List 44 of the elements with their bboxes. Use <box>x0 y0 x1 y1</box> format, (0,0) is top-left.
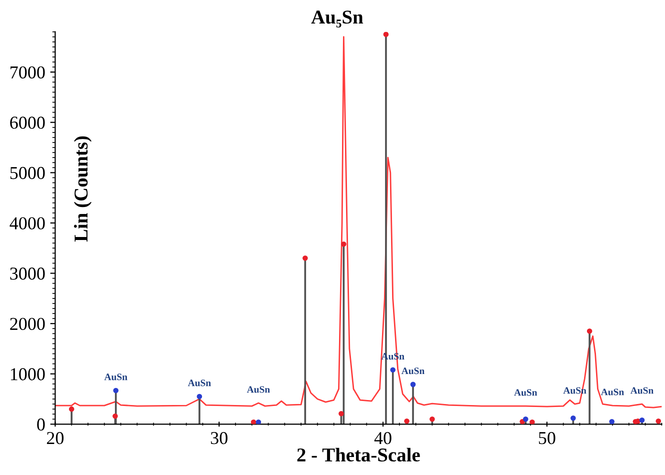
point <box>530 420 535 424</box>
point <box>430 416 435 422</box>
point <box>302 256 308 261</box>
chart-title: Au₅Sn <box>311 10 364 28</box>
point <box>520 419 526 424</box>
point <box>609 419 615 424</box>
point <box>586 328 592 334</box>
y-tick-label: 4000 <box>10 217 45 230</box>
x-tick-label: 50 <box>538 432 556 444</box>
point <box>404 418 410 424</box>
annotation: AuSn <box>630 387 654 394</box>
point <box>656 418 662 424</box>
point <box>68 406 74 412</box>
point <box>196 394 202 400</box>
point <box>570 415 576 421</box>
annotation: AuSn <box>246 386 270 393</box>
point <box>639 417 645 423</box>
annotation: AuSn <box>104 374 128 380</box>
x-axis-title: 2 - Theta-Scale <box>297 448 420 462</box>
annotation: AuSn <box>188 380 211 386</box>
point <box>390 367 396 373</box>
y-tick-label: 7000 <box>10 66 45 79</box>
x-tick-label: 30 <box>210 432 228 444</box>
y-tick-label: 1000 <box>10 368 45 380</box>
point <box>341 241 346 247</box>
annotation: AuSn <box>514 389 538 396</box>
y-tick-label: 0 <box>37 418 45 431</box>
point <box>338 410 344 416</box>
point <box>250 420 256 424</box>
x-tick-label: 40 <box>374 432 392 444</box>
point <box>256 420 262 424</box>
point <box>112 413 118 419</box>
y-tick-label: 6000 <box>10 116 45 129</box>
y-axis-title: Lin (Counts) <box>74 136 92 242</box>
y-tick-label: 5000 <box>10 166 45 180</box>
point <box>383 32 389 37</box>
y-tick-label: 3000 <box>10 268 45 280</box>
y-tick-label: 2000 <box>10 318 45 330</box>
point <box>522 416 528 422</box>
x-tick-label: 20 <box>46 432 64 444</box>
annotation: AuSn <box>401 368 424 374</box>
point <box>410 382 416 388</box>
point <box>113 388 118 394</box>
annotation: AuSn <box>600 388 624 396</box>
